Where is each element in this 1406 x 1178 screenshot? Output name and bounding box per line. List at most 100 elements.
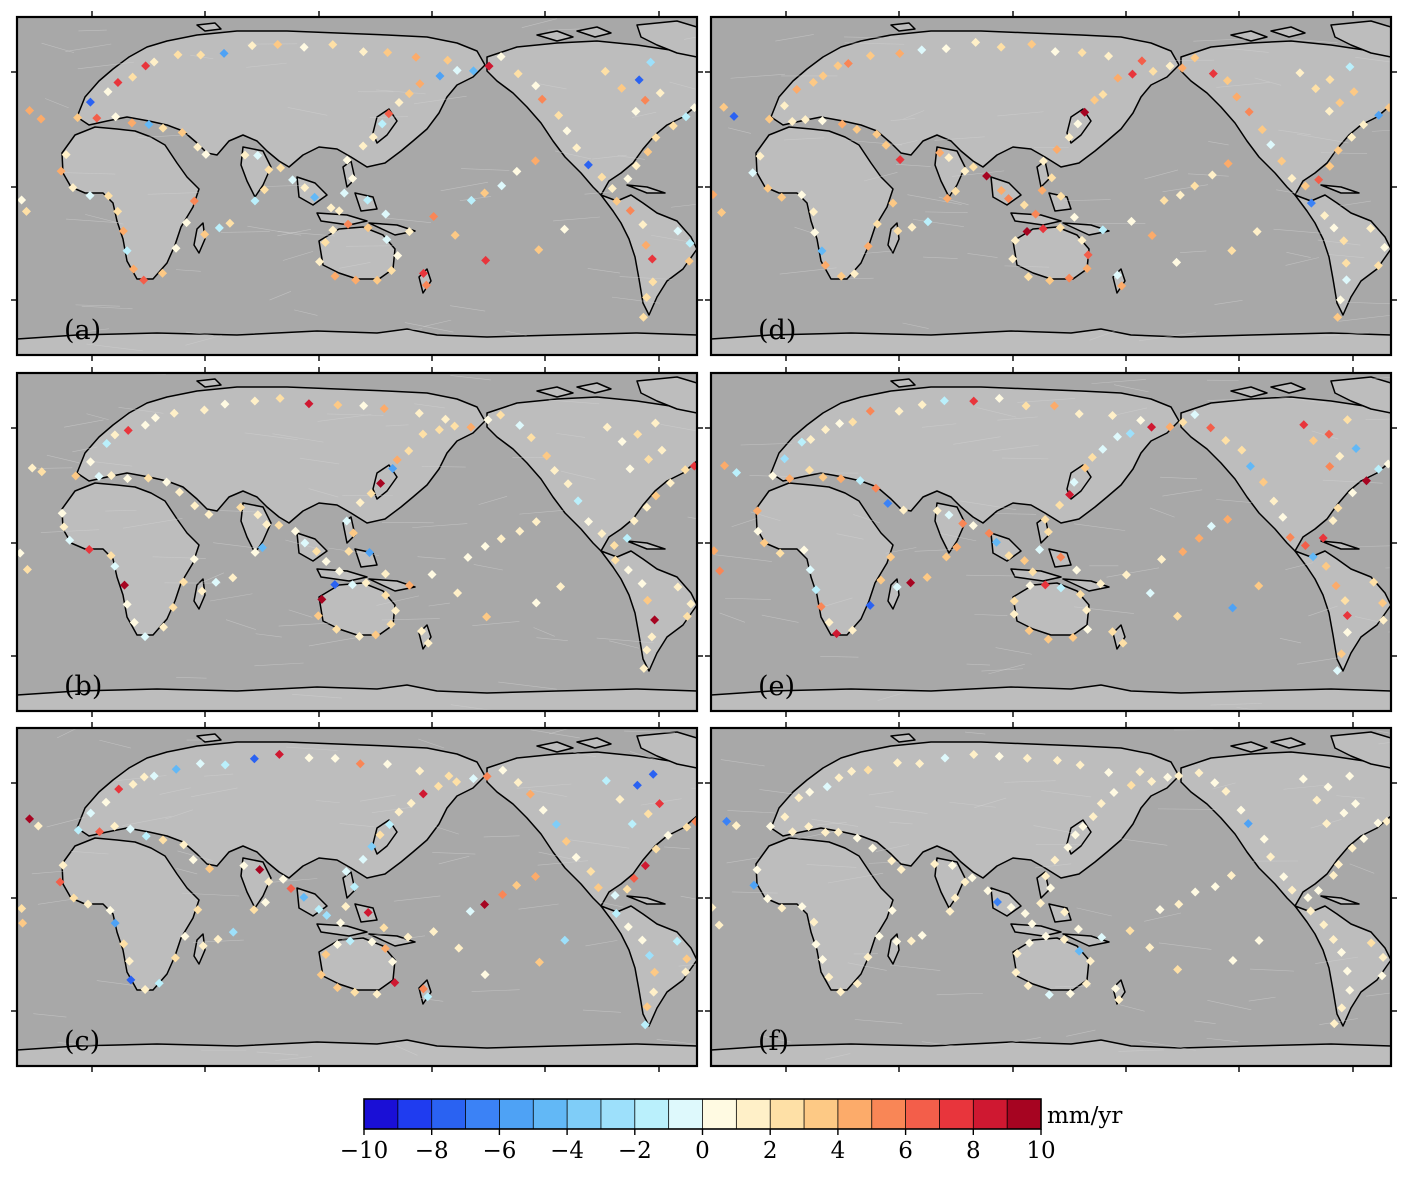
rate-marker: [1050, 47, 1060, 57]
rate-marker: [466, 422, 476, 432]
colorbar-tick-label: 4: [831, 1138, 846, 1164]
rate-marker: [342, 516, 352, 526]
rate-marker: [865, 406, 875, 416]
rate-marker: [1114, 995, 1124, 1005]
rate-marker: [788, 827, 798, 837]
rate-marker: [625, 206, 635, 216]
rate-marker: [304, 753, 314, 763]
rate-marker: [1332, 666, 1342, 676]
rate-marker: [1049, 401, 1059, 411]
rate-marker: [824, 972, 834, 982]
rate-marker: [275, 393, 285, 403]
rate-marker: [534, 957, 544, 967]
rate-marker: [358, 47, 368, 57]
rate-marker: [623, 565, 633, 575]
rate-marker: [392, 455, 402, 465]
rate-marker: [785, 474, 795, 484]
rate-marker: [453, 588, 463, 598]
colorbar-cell: [736, 1099, 771, 1129]
colorbar-cell: [668, 1099, 703, 1129]
rate-marker: [1374, 464, 1384, 474]
rate-marker: [834, 773, 844, 783]
rate-marker: [174, 487, 184, 497]
rate-marker: [622, 884, 632, 894]
rate-marker: [415, 79, 425, 89]
rate-marker: [939, 396, 949, 406]
map-panel: (a): [11, 11, 703, 361]
rate-marker: [1254, 936, 1264, 946]
rate-marker: [892, 582, 902, 592]
rate-marker: [383, 759, 393, 769]
rate-marker: [899, 505, 909, 515]
rate-marker: [1074, 946, 1084, 956]
rate-marker: [1295, 68, 1305, 78]
rate-marker: [110, 430, 120, 440]
rate-marker: [379, 404, 389, 414]
rate-marker: [286, 884, 296, 894]
rate-marker: [404, 89, 414, 99]
rate-marker: [106, 551, 116, 561]
rate-marker: [960, 166, 970, 176]
rate-marker: [299, 892, 309, 902]
rate-marker: [363, 907, 373, 917]
rate-marker: [249, 905, 259, 915]
rate-marker: [686, 599, 696, 609]
rate-marker: [1378, 598, 1388, 608]
rate-marker: [759, 538, 769, 548]
rate-marker: [648, 277, 658, 287]
rate-marker: [1045, 276, 1055, 286]
rate-marker: [188, 855, 198, 865]
rate-marker: [434, 425, 444, 435]
rate-marker: [1336, 947, 1346, 957]
rate-marker: [239, 861, 249, 871]
rate-marker: [1335, 98, 1345, 108]
rate-marker: [225, 218, 235, 228]
rate-marker: [1165, 61, 1175, 71]
rate-marker: [799, 545, 809, 555]
rate-marker: [1190, 887, 1200, 897]
colorbar-tick-label: 10: [1026, 1138, 1055, 1164]
rate-marker: [1098, 90, 1108, 100]
rate-marker: [1113, 73, 1123, 83]
rate-marker: [84, 545, 94, 555]
rate-marker: [102, 438, 112, 448]
rate-marker: [1243, 819, 1253, 829]
rate-marker: [386, 619, 396, 629]
rate-marker: [848, 417, 858, 427]
rate-marker: [612, 196, 622, 206]
rate-marker: [423, 638, 433, 648]
colorbar-cell: [702, 1099, 737, 1129]
rate-marker: [601, 776, 611, 786]
rate-marker: [639, 663, 649, 673]
rate-marker: [1052, 755, 1062, 765]
rate-marker: [219, 48, 229, 58]
rate-marker: [110, 821, 120, 831]
rate-marker: [122, 599, 132, 609]
rate-marker: [1279, 872, 1289, 882]
panel-frame: [709, 371, 1393, 713]
rate-marker: [1232, 92, 1242, 102]
rate-marker: [1059, 935, 1069, 945]
rate-marker: [941, 44, 951, 54]
rate-marker: [481, 255, 491, 265]
rate-marker: [821, 425, 831, 435]
rate-marker: [482, 612, 492, 622]
rate-marker: [1333, 312, 1343, 322]
rate-marker: [868, 843, 878, 853]
rate-marker: [123, 425, 133, 435]
rate-marker: [182, 218, 192, 228]
rate-marker: [1163, 772, 1173, 782]
rate-marker: [178, 577, 188, 587]
rate-marker: [366, 489, 376, 499]
rate-marker: [531, 81, 541, 91]
map-panel: (f): [705, 722, 1397, 1072]
rate-marker: [1222, 76, 1232, 86]
rate-marker: [1112, 270, 1122, 280]
rate-marker: [906, 578, 916, 588]
rate-marker: [204, 510, 214, 520]
rate-marker: [650, 967, 660, 977]
rate-marker: [1125, 428, 1135, 438]
rate-marker: [887, 856, 897, 866]
rate-marker: [971, 37, 981, 47]
panel-label: (f): [758, 1026, 789, 1057]
